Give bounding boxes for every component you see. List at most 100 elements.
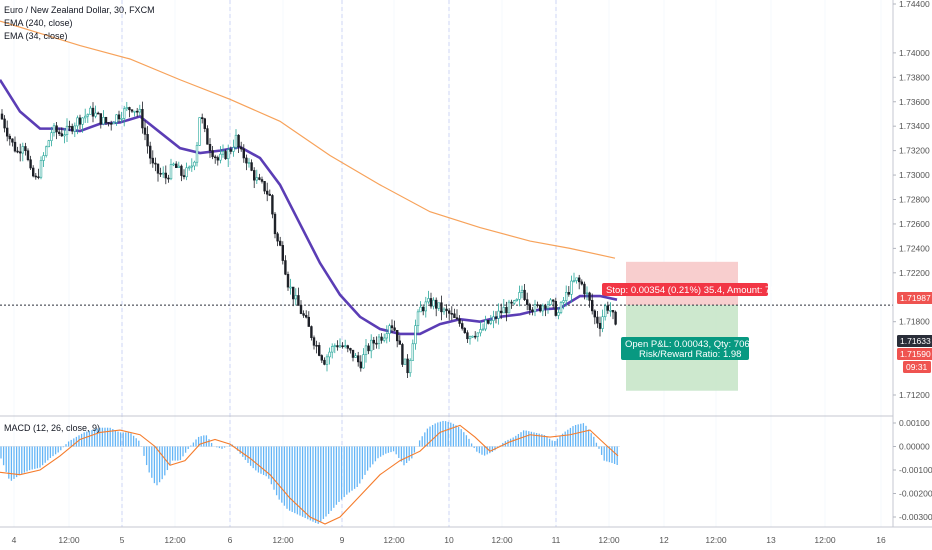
candle-up [403, 358, 407, 365]
candle-down [380, 336, 383, 341]
candle-down [18, 151, 22, 154]
candle-down [78, 117, 82, 125]
candle-up [133, 110, 136, 113]
candle-down [37, 176, 40, 179]
candle-down [164, 172, 167, 179]
candle-down [460, 323, 464, 329]
candle-up [546, 304, 550, 309]
candle-down [242, 148, 245, 159]
x-tick-label: 12:00 [272, 535, 294, 545]
candle-up [120, 118, 123, 120]
candle-up [515, 299, 519, 302]
pnl-label-bg [621, 337, 749, 360]
candle-up [42, 155, 45, 161]
legend-symbol[interactable]: Euro / New Zealand Dollar, 30, FXCM [4, 5, 155, 15]
candle-up [497, 310, 500, 319]
macd-pane [0, 415, 893, 525]
candle-up [65, 125, 69, 136]
axis-labels: 1.74400 1.74000 1.73800 1.73600 1.73400 1.732… [12, 0, 932, 545]
candle-down [580, 281, 584, 285]
x-tick-label: 11 [552, 535, 561, 545]
candle-down [299, 305, 303, 314]
x-tick-label: 9 [340, 535, 345, 545]
candle-down [606, 305, 610, 311]
candle-up [94, 112, 97, 117]
candle-down [590, 300, 594, 312]
y-tick-label: 1.72400 [899, 243, 930, 253]
candle-down [453, 313, 456, 318]
candle-down [24, 146, 27, 152]
candle-up [492, 316, 495, 321]
legend-ema-long[interactable]: EMA (240, close) [4, 18, 73, 28]
candle-down [201, 117, 204, 120]
candle-down [356, 355, 360, 363]
candle-up [609, 309, 612, 312]
y-tick-label: 1.71200 [899, 390, 930, 400]
candle-up [520, 289, 524, 293]
candle-down [554, 301, 558, 316]
candle-down [291, 286, 295, 300]
candle-down [0, 113, 4, 120]
candle-down [60, 133, 64, 137]
candle-up [47, 140, 51, 148]
candle-down [455, 317, 459, 320]
candle-up [416, 311, 420, 326]
ema-240-line [0, 20, 616, 259]
macd-y-tick-label: 0.00000 [899, 442, 930, 452]
candle-down [154, 162, 157, 165]
candle-up [388, 325, 391, 334]
legend-macd[interactable]: MACD (12, 26, close, 9) [4, 423, 101, 433]
candle-up [84, 115, 87, 119]
candle-up [247, 162, 251, 164]
candle-up [234, 134, 238, 148]
candle-up [115, 114, 118, 123]
candle-down [151, 157, 154, 164]
candle-up [411, 343, 414, 361]
candle-up [427, 298, 430, 303]
candle-down [229, 149, 232, 152]
position-tool[interactable]: Stop: 0.00354 (0.21%) 35.4, Amount: 750 O… [602, 261, 781, 391]
candle-down [466, 332, 469, 340]
price-badge-text: 09:31 [906, 362, 928, 372]
candle-down [5, 127, 9, 137]
candle-down [263, 181, 266, 192]
candle-down [143, 127, 147, 135]
candle-down [323, 359, 326, 365]
candle-down [265, 190, 269, 195]
macd-y-tick-label: -0.00100 [899, 465, 932, 475]
candle-up [52, 125, 56, 134]
candle-down [175, 163, 178, 168]
candle-up [502, 307, 505, 314]
candle-down [551, 299, 555, 302]
candle-down [99, 113, 103, 125]
candle-up [328, 351, 331, 358]
candle-down [31, 167, 35, 177]
candle-down [302, 313, 305, 316]
candle-down [395, 330, 399, 342]
price-badge-bg [903, 361, 931, 373]
candle-down [349, 348, 352, 351]
candle-up [369, 339, 373, 352]
candle-up [564, 292, 568, 301]
candle-up [437, 302, 440, 309]
candle-down [346, 345, 349, 349]
x-tick-label: 12 [659, 535, 669, 545]
y-tick-label: 1.73600 [899, 97, 930, 107]
candle-up [541, 305, 545, 312]
legend-ema-short[interactable]: EMA (34, close) [4, 31, 68, 41]
price-badge: 1.71987 [897, 292, 932, 304]
price-badge-text: 1.71590 [900, 349, 931, 359]
candle-down [536, 304, 539, 306]
candle-down [130, 109, 134, 112]
candle-up [89, 107, 92, 115]
x-tick-label: 12:00 [491, 535, 513, 545]
candle-up [169, 164, 173, 180]
candle-up [227, 149, 230, 160]
candle-down [245, 157, 248, 164]
rr-label-text: Risk/Reward Ratio: 1.98 [639, 349, 741, 360]
x-tick-label: 12:00 [164, 535, 186, 545]
candle-up [601, 316, 604, 329]
pnl-label: Open P&L: 0.00043, Qty: 70621Risk/Reward… [621, 337, 760, 360]
candle-down [372, 339, 375, 344]
